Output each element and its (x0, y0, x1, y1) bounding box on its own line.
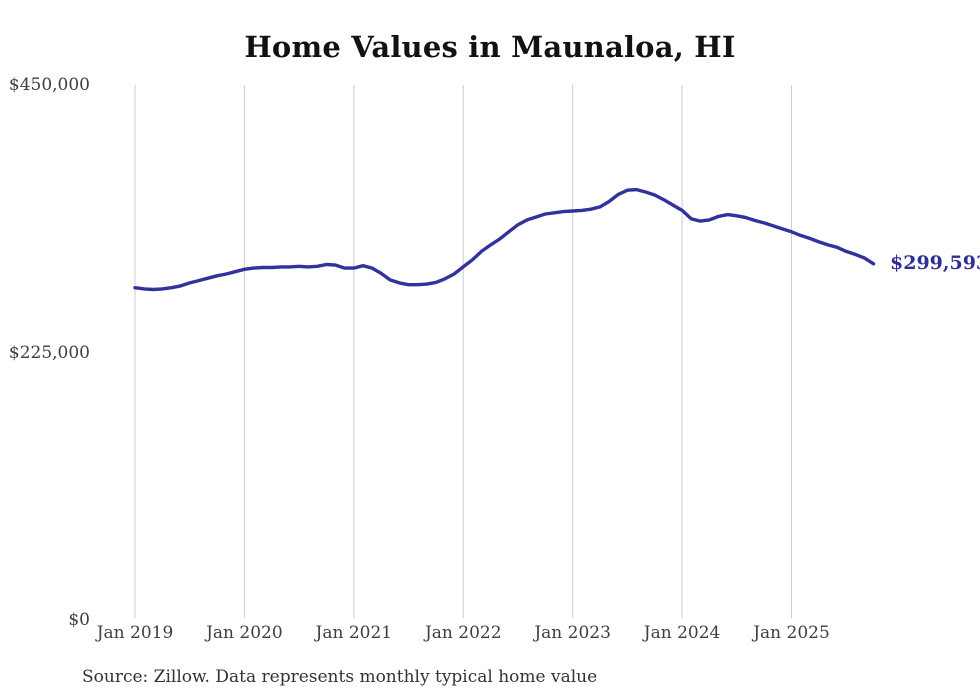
x-tick-label: Jan 2024 (643, 623, 721, 643)
y-tick-label: $450,000 (8, 75, 90, 95)
source-note: Source: Zillow. Data represents monthly … (82, 667, 598, 687)
latest-value-label: $299,593 (890, 251, 980, 274)
x-tick-label: Jan 2020 (206, 623, 283, 643)
x-tick-label: Jan 2021 (315, 623, 393, 643)
home-value-line (133, 187, 876, 292)
y-tick-label: $0 (68, 610, 90, 630)
x-tick-label: Jan 2019 (96, 623, 174, 643)
x-tick-label: Jan 2022 (424, 623, 502, 643)
x-tick-label: Jan 2025 (753, 623, 830, 643)
chart-title: Home Values in Maunaloa, HI (244, 30, 736, 64)
x-tick-label: Jan 2023 (534, 623, 611, 643)
y-tick-label: $225,000 (8, 342, 90, 363)
